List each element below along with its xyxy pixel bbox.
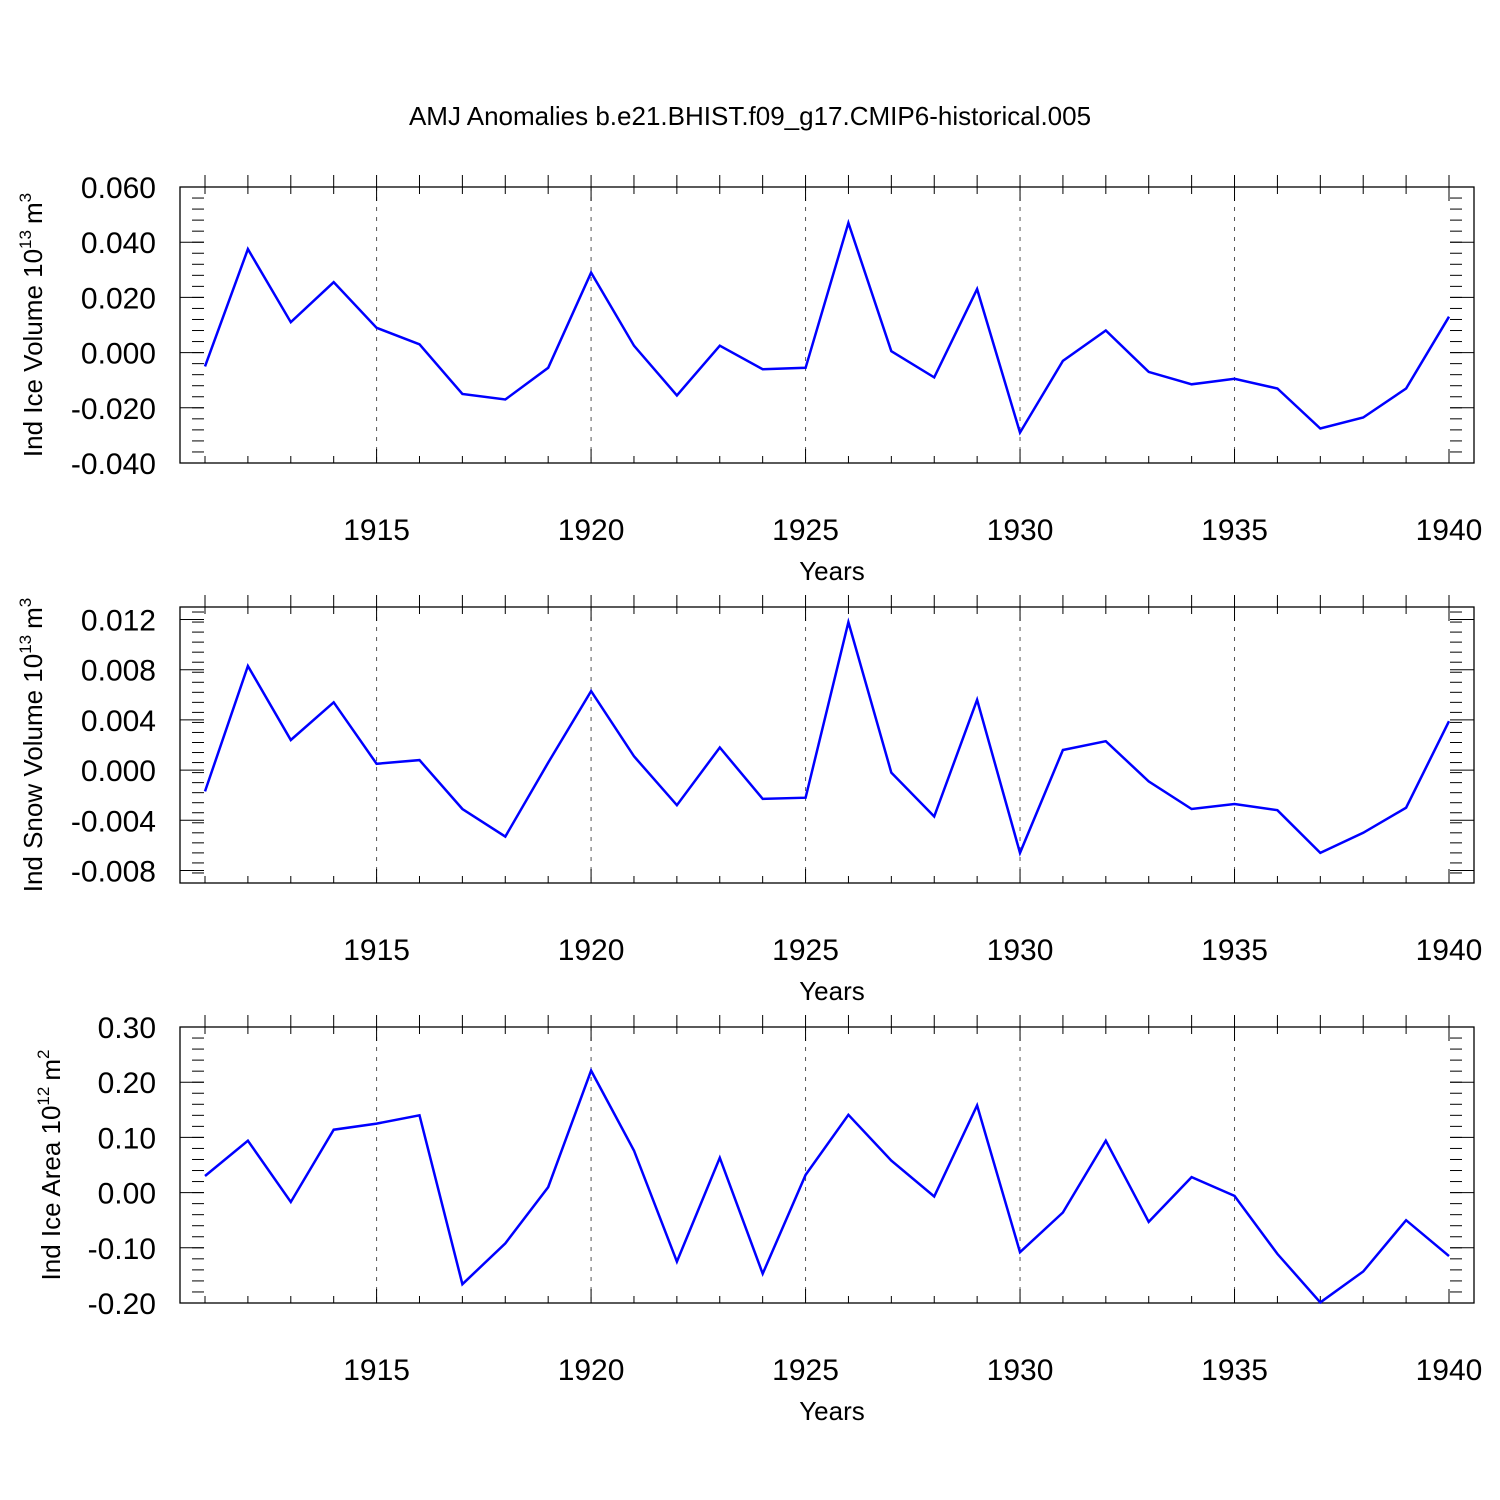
y-axis-label-exponent: 13 bbox=[16, 230, 35, 249]
x-tick-label: 1915 bbox=[343, 934, 410, 967]
x-tick-label: 1935 bbox=[1201, 934, 1268, 967]
y-axis-label-unit: m bbox=[18, 607, 48, 629]
y-axis-label-unit-exponent: 3 bbox=[16, 193, 35, 202]
y-tick-label: 0.060 bbox=[81, 172, 156, 205]
y-tick-label: -0.20 bbox=[88, 1288, 156, 1321]
x-tick-label: 1915 bbox=[343, 1354, 410, 1387]
series-line bbox=[204, 1067, 1450, 1305]
y-axis-label-unit-exponent: 2 bbox=[34, 1050, 53, 1059]
y-axis-label-exponent: 12 bbox=[34, 1087, 53, 1106]
x-tick-label: 1920 bbox=[558, 514, 625, 547]
x-tick-label: 1935 bbox=[1201, 514, 1268, 547]
x-tick-label: 1940 bbox=[1416, 934, 1483, 967]
y-tick-label: -0.10 bbox=[88, 1233, 156, 1266]
y-axis-label-main: Ind Ice Area 10 bbox=[36, 1106, 66, 1281]
x-axis-label: Years bbox=[799, 556, 865, 586]
y-tick-label: 0.000 bbox=[81, 338, 156, 371]
y-axis-label-main: Ind Snow Volume 10 bbox=[18, 654, 48, 893]
plot-frame bbox=[179, 186, 1475, 464]
y-axis-label-exponent: 13 bbox=[16, 635, 35, 654]
y-axis-label: Ind Snow Volume 1013 m3 bbox=[16, 598, 48, 893]
x-tick-label: 1930 bbox=[987, 1354, 1054, 1387]
y-tick-label: 0.00 bbox=[98, 1178, 156, 1211]
series-line bbox=[203, 218, 1451, 436]
chart-panels: 1915 1920 1925 1930 1935 1940 Years -0.040 -0.02… bbox=[16, 172, 1482, 1426]
x-tick-label: 1930 bbox=[987, 934, 1054, 967]
y-tick-label: 0.004 bbox=[81, 705, 156, 738]
x-tick-label: 1925 bbox=[772, 514, 839, 547]
x-tick-label: 1920 bbox=[558, 1354, 625, 1387]
y-tick-label: -0.004 bbox=[71, 805, 156, 838]
y-tick-label: 0.008 bbox=[81, 655, 156, 688]
y-tick-label: -0.040 bbox=[71, 448, 156, 481]
x-tick-label: 1935 bbox=[1201, 1354, 1268, 1387]
y-axis-label: Ind Ice Volume 1013 m3 bbox=[16, 193, 48, 457]
y-tick-label: 0.000 bbox=[81, 755, 156, 788]
y-tick-label: 0.10 bbox=[98, 1122, 156, 1155]
y-tick-label: -0.008 bbox=[71, 855, 156, 888]
x-axis-label: Years bbox=[799, 1396, 865, 1426]
y-axis-label-main: Ind Ice Volume 10 bbox=[18, 249, 48, 457]
chart-title: AMJ Anomalies b.e21.BHIST.f09_g17.CMIP6-… bbox=[409, 101, 1091, 131]
plot-frame bbox=[179, 606, 1475, 884]
chart-panel-1: 1915 1920 1925 1930 1935 1940 Years -0.040 -0.02… bbox=[16, 172, 1482, 586]
x-tick-label: 1915 bbox=[343, 514, 410, 547]
y-axis-label-unit-exponent: 3 bbox=[16, 598, 35, 607]
plot-frame bbox=[179, 1026, 1475, 1304]
y-tick-label: 0.20 bbox=[98, 1067, 156, 1100]
x-tick-label: 1925 bbox=[772, 934, 839, 967]
y-tick-label: -0.020 bbox=[71, 393, 156, 426]
x-tick-label: 1930 bbox=[987, 514, 1054, 547]
x-axis-label: Years bbox=[799, 976, 865, 1006]
x-tick-label: 1940 bbox=[1416, 514, 1483, 547]
y-axis-label: Ind Ice Area 1012 m2 bbox=[34, 1050, 66, 1281]
y-axis-label-unit: m bbox=[18, 202, 48, 224]
y-axis-label-unit: m bbox=[36, 1059, 66, 1081]
y-tick-label: 0.020 bbox=[81, 282, 156, 315]
y-tick-label: 0.012 bbox=[81, 605, 156, 638]
y-tick-label: 0.040 bbox=[81, 227, 156, 260]
x-tick-label: 1920 bbox=[558, 934, 625, 967]
series-line bbox=[203, 617, 1451, 857]
x-tick-label: 1940 bbox=[1416, 1354, 1483, 1387]
chart-panel-3: 1915 1920 1925 1930 1935 1940 Years -0.20 -0.10 0… bbox=[34, 1012, 1482, 1426]
y-tick-label: 0.30 bbox=[98, 1012, 156, 1045]
x-tick-label: 1925 bbox=[772, 1354, 839, 1387]
chart-panel-2: 1915 1920 1925 1930 1935 1940 Years -0.008 -0.00… bbox=[16, 595, 1482, 1006]
